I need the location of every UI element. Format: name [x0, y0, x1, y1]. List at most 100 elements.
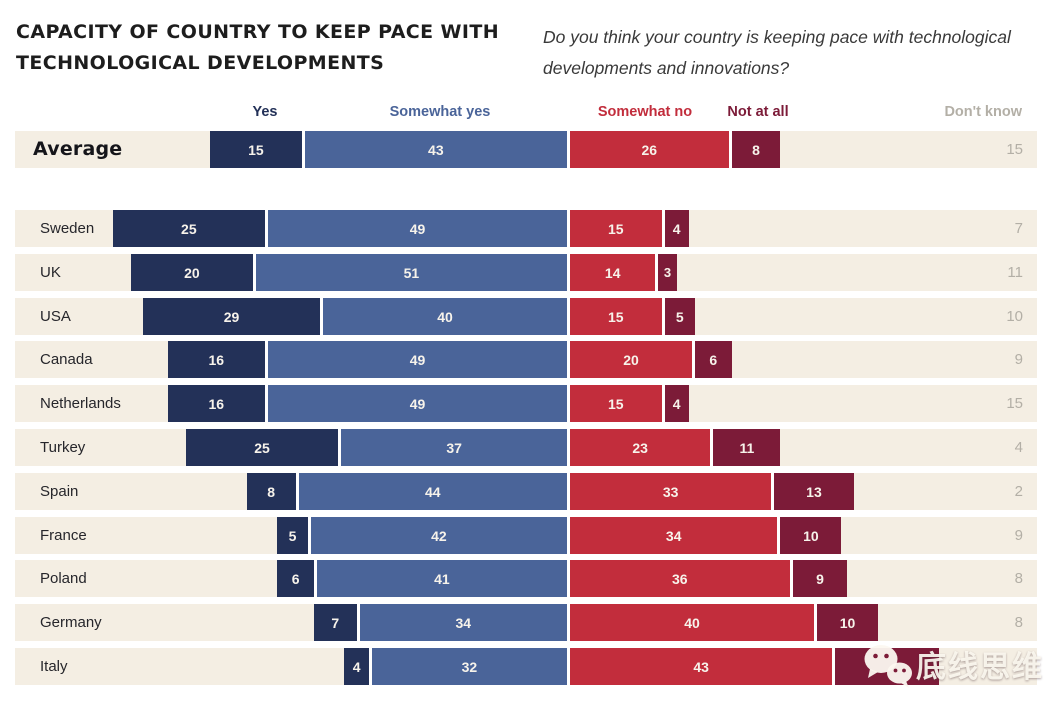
- bar-segment-somewhat-yes: 42: [310, 517, 567, 554]
- bar-value-label: 13: [806, 483, 822, 500]
- bar-segment-somewhat-no: 20: [570, 341, 692, 378]
- segment-separator: [661, 385, 665, 422]
- bar-segment-not-at-all: 4: [664, 210, 689, 247]
- bar-segment-yes: 15: [210, 131, 302, 168]
- bar-segment-yes: 25: [112, 210, 266, 247]
- chart-row-average: Average 15 43 26 8 15: [15, 131, 1037, 168]
- segment-separator: [567, 604, 570, 641]
- legend-item-somewhat-yes: Somewhat yes: [389, 104, 491, 120]
- bar-value-label: 9: [816, 570, 824, 587]
- bar-segment-somewhat-yes: 37: [341, 429, 567, 466]
- bar-value-label: 40: [437, 308, 453, 325]
- segment-separator: [567, 429, 570, 466]
- segment-separator: [356, 604, 360, 641]
- bar-value-label: 23: [632, 439, 648, 456]
- bar-value-label: 5: [675, 308, 684, 325]
- legend-item-somewhat-no: Somewhat no: [597, 104, 693, 120]
- segment-separator: [710, 429, 714, 466]
- bar-value-label: 10: [803, 527, 819, 544]
- bar-value-label: 41: [434, 570, 450, 587]
- dont-know-value: 15: [1006, 395, 1023, 412]
- bar-segment-not-at-all: 11: [713, 429, 781, 466]
- row-label: Italy: [40, 658, 68, 675]
- bar-value-label: 4: [672, 395, 681, 412]
- bar-segment-somewhat-no: 14: [570, 254, 656, 291]
- segment-separator: [771, 473, 775, 510]
- bar-segment-not-at-all: 5: [664, 298, 695, 335]
- bar-value-label: 36: [672, 570, 688, 587]
- bar-value-label: 10: [839, 614, 856, 631]
- bar-value-label: 7: [331, 614, 340, 631]
- segment-separator: [567, 254, 570, 291]
- survey-question: Do you think your country is keeping pac…: [543, 26, 1011, 78]
- chart-row-france: France 5 42 34 10 9: [15, 517, 1037, 554]
- chart-row-germany: Germany 7 34 40 10 8: [15, 604, 1037, 641]
- segment-separator: [265, 210, 269, 247]
- bar-value-label: 49: [409, 220, 426, 237]
- segment-separator: [814, 604, 817, 641]
- bar-value-label: 6: [709, 351, 718, 368]
- bar-value-label: 5: [288, 527, 297, 544]
- bar-segment-somewhat-yes: 32: [371, 648, 567, 685]
- dont-know-value: 11: [1007, 264, 1023, 281]
- segment-separator: [320, 298, 323, 335]
- segment-separator: [567, 560, 570, 597]
- legend-item-don-t-know: Don't know: [944, 104, 1022, 120]
- segment-separator: [567, 385, 570, 422]
- bar-segment-somewhat-yes: 49: [268, 341, 567, 378]
- bar-segment-yes: 8: [246, 473, 296, 510]
- bar-value-label: 37: [446, 439, 462, 456]
- chart-row-uk: UK 20 51 14 3 11: [15, 254, 1037, 291]
- bar-segment-somewhat-no: 26: [570, 131, 729, 168]
- bar-segment-somewhat-no: 34: [570, 517, 778, 554]
- bar-segment-somewhat-no: 33: [570, 473, 772, 510]
- dont-know-value: 7: [1014, 220, 1023, 237]
- bar-segment-somewhat-yes: 51: [255, 254, 567, 291]
- chart-row-usa: USA 29 40 15 5 10: [15, 298, 1037, 335]
- segment-separator: [265, 385, 269, 422]
- bar-value-label: 6: [291, 570, 300, 587]
- segment-separator: [252, 254, 256, 291]
- bar-segment-somewhat-no: 15: [570, 298, 662, 335]
- bar-value-label: 8: [267, 483, 276, 500]
- chart-row-sweden: Sweden 25 49 15 4 7: [15, 210, 1037, 247]
- legend-item-not-at-all: Not at all: [727, 104, 789, 120]
- segment-separator: [789, 560, 793, 597]
- segment-separator: [567, 648, 570, 685]
- row-label: USA: [40, 308, 71, 325]
- segment-separator: [655, 254, 659, 291]
- dont-know-value: 2: [1014, 483, 1023, 500]
- bar-segment-not-at-all: 3: [658, 254, 677, 291]
- bar-value-label: 42: [431, 527, 447, 544]
- bar-segment-not-at-all: 6: [695, 341, 732, 378]
- row-label: Canada: [40, 351, 93, 368]
- bar-value-label: 34: [665, 527, 682, 544]
- bar-segment-somewhat-yes: 41: [316, 560, 567, 597]
- bar-value-label: 15: [607, 395, 624, 412]
- chart-row-spain: Spain 8 44 33 13 2: [15, 473, 1037, 510]
- segment-separator: [661, 210, 665, 247]
- bar-value-label: 49: [409, 351, 426, 368]
- bar-segment-not-at-all: 4: [664, 385, 689, 422]
- bar-segment-yes: 16: [167, 341, 266, 378]
- row-label: Turkey: [40, 439, 86, 456]
- segment-separator: [661, 298, 665, 335]
- bar-segment-somewhat-yes: 44: [298, 473, 567, 510]
- row-label: Sweden: [40, 220, 95, 237]
- segment-separator: [567, 517, 570, 554]
- row-label: Spain: [40, 483, 79, 500]
- segment-separator: [567, 298, 570, 335]
- row-label: Germany: [40, 614, 102, 631]
- segment-separator: [692, 341, 695, 378]
- segment-separator: [313, 560, 317, 597]
- bar-segment-somewhat-yes: 34: [359, 604, 567, 641]
- chart-row-canada: Canada 16 49 20 6 9: [15, 341, 1037, 378]
- bar-value-label: 34: [455, 614, 472, 631]
- page-title: CAPACITY OF COUNTRY TO KEEP PACE WITH TE…: [16, 20, 500, 74]
- bar-segment-somewhat-yes: 43: [304, 131, 567, 168]
- bar-value-label: 20: [184, 264, 200, 281]
- segment-separator: [567, 473, 570, 510]
- segment-separator: [777, 517, 781, 554]
- segment-separator: [307, 517, 311, 554]
- dont-know-value: 10: [1006, 308, 1023, 325]
